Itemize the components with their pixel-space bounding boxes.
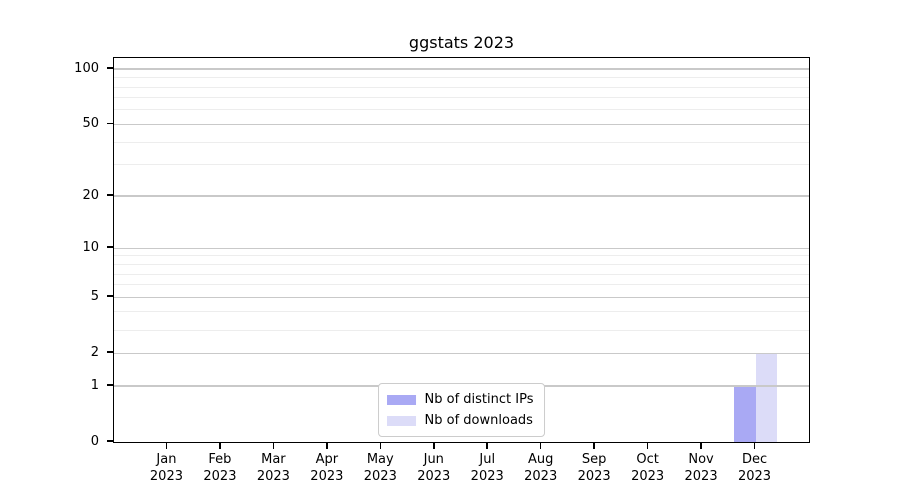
legend-label-distinct-ips: Nb of distinct IPs: [424, 392, 534, 407]
x-tick-label-4: Apr 2023: [310, 452, 344, 484]
bar-nb-of-downloads: [755, 353, 777, 442]
y-tick-label-20: 20: [82, 187, 99, 203]
x-tick-label-3: Mar 2023: [256, 452, 290, 484]
legend: Nb of distinct IPs Nb of downloads: [377, 383, 546, 437]
major-gridline-10: [114, 247, 809, 250]
grid-layer: [114, 58, 809, 442]
minor-gridline-70: [114, 97, 809, 99]
x-tick-label-5: May 2023: [363, 452, 397, 484]
x-axis: Jan 2023 Feb 2023 Mar 2023 Apr 2023 May 2023…: [113, 443, 810, 500]
plot-area: Nb of distinct IPs Nb of downloads: [113, 57, 810, 443]
x-tick-9: [593, 443, 595, 449]
x-tick-12: [753, 443, 756, 449]
y-tick-label-100: 100: [74, 60, 99, 76]
legend-item-downloads: Nb of downloads: [386, 411, 534, 430]
y-axis: 0 1 2 5 10 20 50 100: [0, 57, 113, 449]
minor-gridline-60: [114, 109, 809, 111]
x-tick-7: [486, 443, 489, 449]
x-tick-label-10: Oct 2023: [631, 452, 665, 484]
minor-gridline-80: [114, 86, 809, 88]
x-tick-5: [379, 443, 382, 449]
x-tick-label-7: Jul 2023: [470, 452, 504, 484]
x-tick-1: [165, 443, 168, 449]
y-tick-label-10: 10: [82, 239, 99, 255]
y-tick-10: [107, 246, 113, 249]
y-tick-5: [107, 295, 113, 298]
chart-title: ggstats 2023: [408, 33, 515, 52]
minor-gridline-4: [114, 311, 809, 313]
x-tick-label-2: Feb 2023: [203, 452, 237, 484]
x-tick-11: [700, 443, 702, 449]
legend-swatch-downloads: [386, 415, 416, 426]
bar-layer: [114, 58, 809, 442]
minor-gridline-9: [114, 255, 809, 257]
y-tick-2: [107, 351, 113, 354]
major-gridline-100: [114, 68, 809, 70]
x-tick-label-6: Jun 2023: [417, 452, 451, 484]
minor-gridline-40: [114, 141, 809, 143]
minor-gridline-90: [114, 77, 809, 79]
y-tick-50: [107, 122, 113, 125]
x-tick-6: [432, 443, 435, 449]
y-tick-100: [107, 67, 113, 69]
x-tick-label-12: Dec 2023: [737, 452, 772, 484]
minor-gridline-7: [114, 273, 809, 275]
y-tick-0: [107, 440, 113, 442]
x-tick-10: [646, 443, 649, 449]
y-tick-label-5: 5: [90, 288, 99, 304]
y-tick-label-2: 2: [90, 344, 99, 360]
major-gridline-2: [114, 352, 809, 354]
bar-nb-of-distinct-ips: [734, 386, 756, 442]
x-tick-3: [272, 443, 275, 449]
y-tick-label-1: 1: [90, 377, 99, 393]
major-gridline-50: [114, 123, 809, 126]
major-gridline-5: [114, 296, 809, 298]
y-tick-20: [107, 194, 113, 196]
x-tick-label-1: Jan 2023: [149, 452, 183, 484]
major-gridline-20: [114, 195, 809, 197]
y-tick-label-0: 0: [90, 433, 99, 449]
minor-gridline-3: [114, 329, 809, 331]
legend-item-distinct-ips: Nb of distinct IPs: [386, 390, 534, 409]
legend-swatch-distinct-ips: [386, 394, 416, 405]
x-tick-4: [326, 443, 328, 449]
x-tick-label-8: Aug 2023: [524, 452, 558, 484]
minor-gridline-30: [114, 164, 809, 166]
legend-label-downloads: Nb of downloads: [424, 413, 533, 428]
minor-gridline-6: [114, 284, 809, 286]
x-tick-label-9: Sep 2023: [577, 452, 611, 484]
x-tick-8: [539, 443, 542, 449]
x-tick-2: [219, 443, 221, 449]
x-tick-label-11: Nov 2023: [684, 452, 718, 484]
y-tick-label-50: 50: [82, 115, 99, 131]
y-tick-1: [107, 384, 113, 386]
minor-gridline-8: [114, 264, 809, 265]
